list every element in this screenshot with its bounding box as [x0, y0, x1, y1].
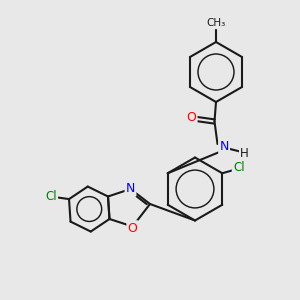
Text: Cl: Cl [45, 190, 57, 202]
Text: Cl: Cl [233, 161, 244, 174]
Text: CH₃: CH₃ [206, 18, 226, 28]
Text: N: N [126, 182, 135, 196]
Text: O: O [187, 110, 196, 124]
Text: N: N [219, 140, 229, 154]
Text: O: O [128, 221, 137, 235]
Text: H: H [240, 146, 249, 160]
